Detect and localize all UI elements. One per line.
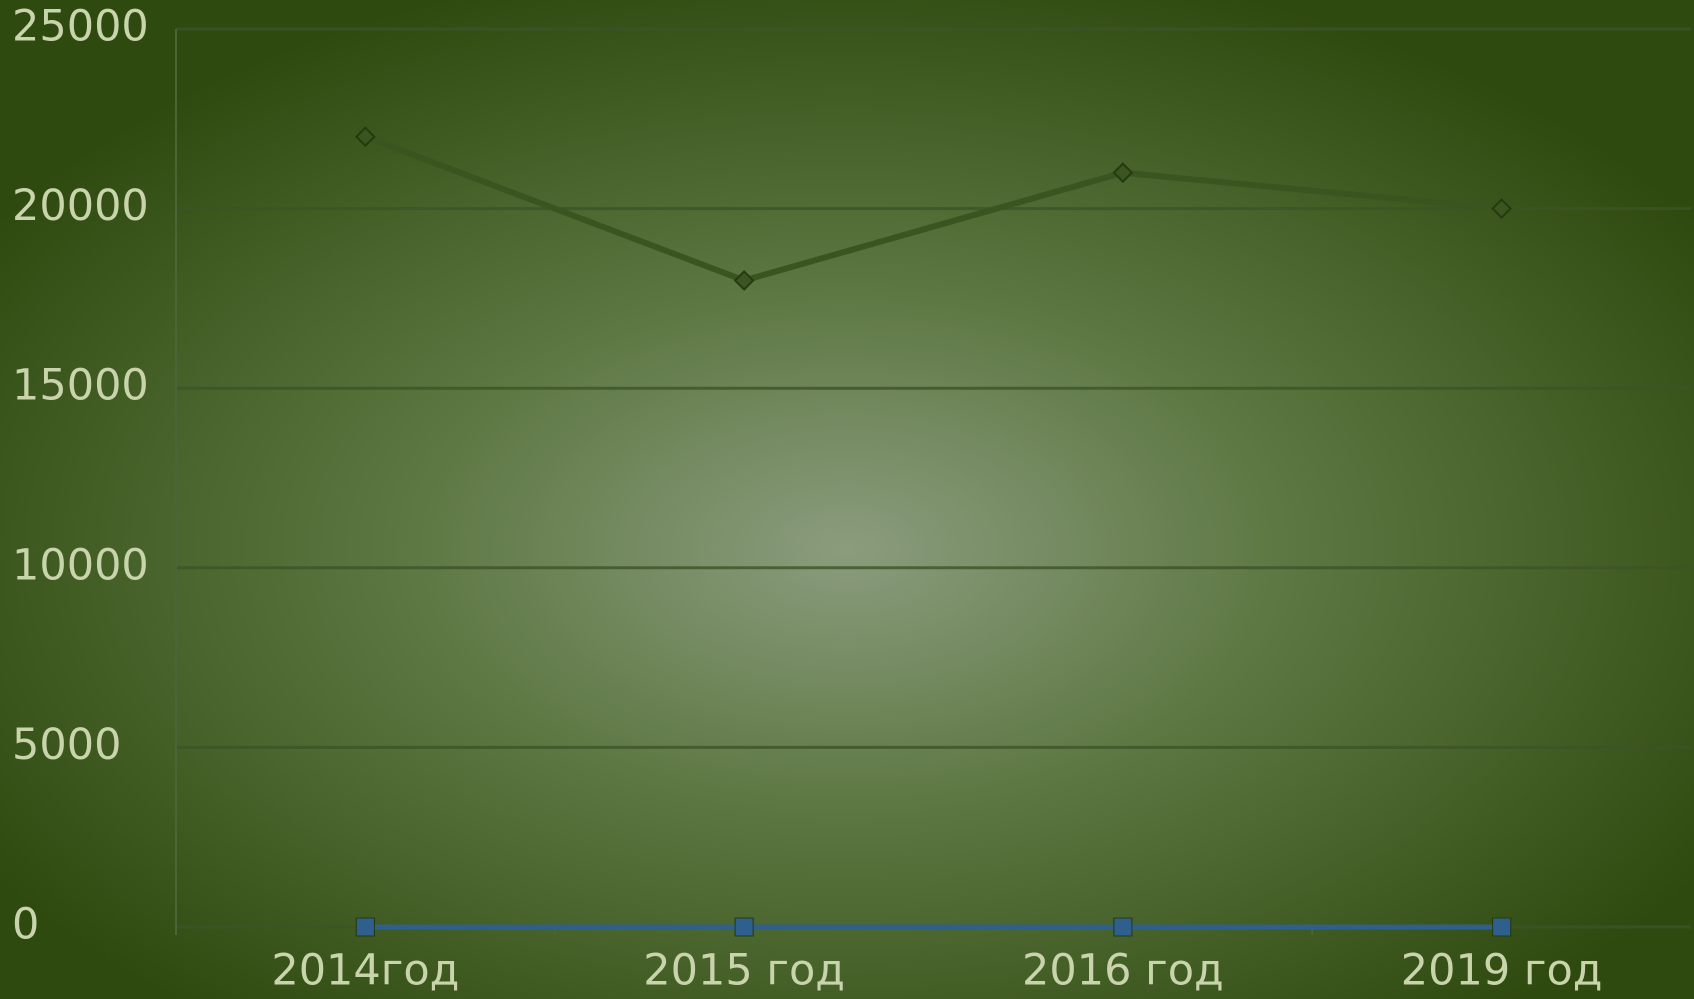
- marker: [355, 917, 375, 937]
- y-tick-label: 10000: [12, 540, 149, 590]
- y-tick-label: 5000: [12, 720, 121, 770]
- marker: [1112, 162, 1134, 184]
- x-tick-label: 2015 год: [643, 946, 845, 996]
- y-tick-label: 20000: [12, 181, 149, 231]
- y-tick-label: 15000: [12, 361, 149, 411]
- marker: [733, 270, 755, 291]
- marker: [734, 917, 754, 937]
- marker: [1113, 917, 1133, 937]
- y-tick-label: 0: [12, 900, 39, 950]
- x-tick-label: 2014год: [271, 946, 459, 996]
- x-tick-label: 2019 год: [1401, 946, 1603, 996]
- y-tick-label: 25000: [12, 2, 149, 52]
- marker: [354, 126, 376, 148]
- marker: [1492, 917, 1512, 937]
- marker: [1491, 198, 1513, 220]
- series-line: [364, 133, 1502, 284]
- x-tick-label: 2016 год: [1022, 946, 1224, 996]
